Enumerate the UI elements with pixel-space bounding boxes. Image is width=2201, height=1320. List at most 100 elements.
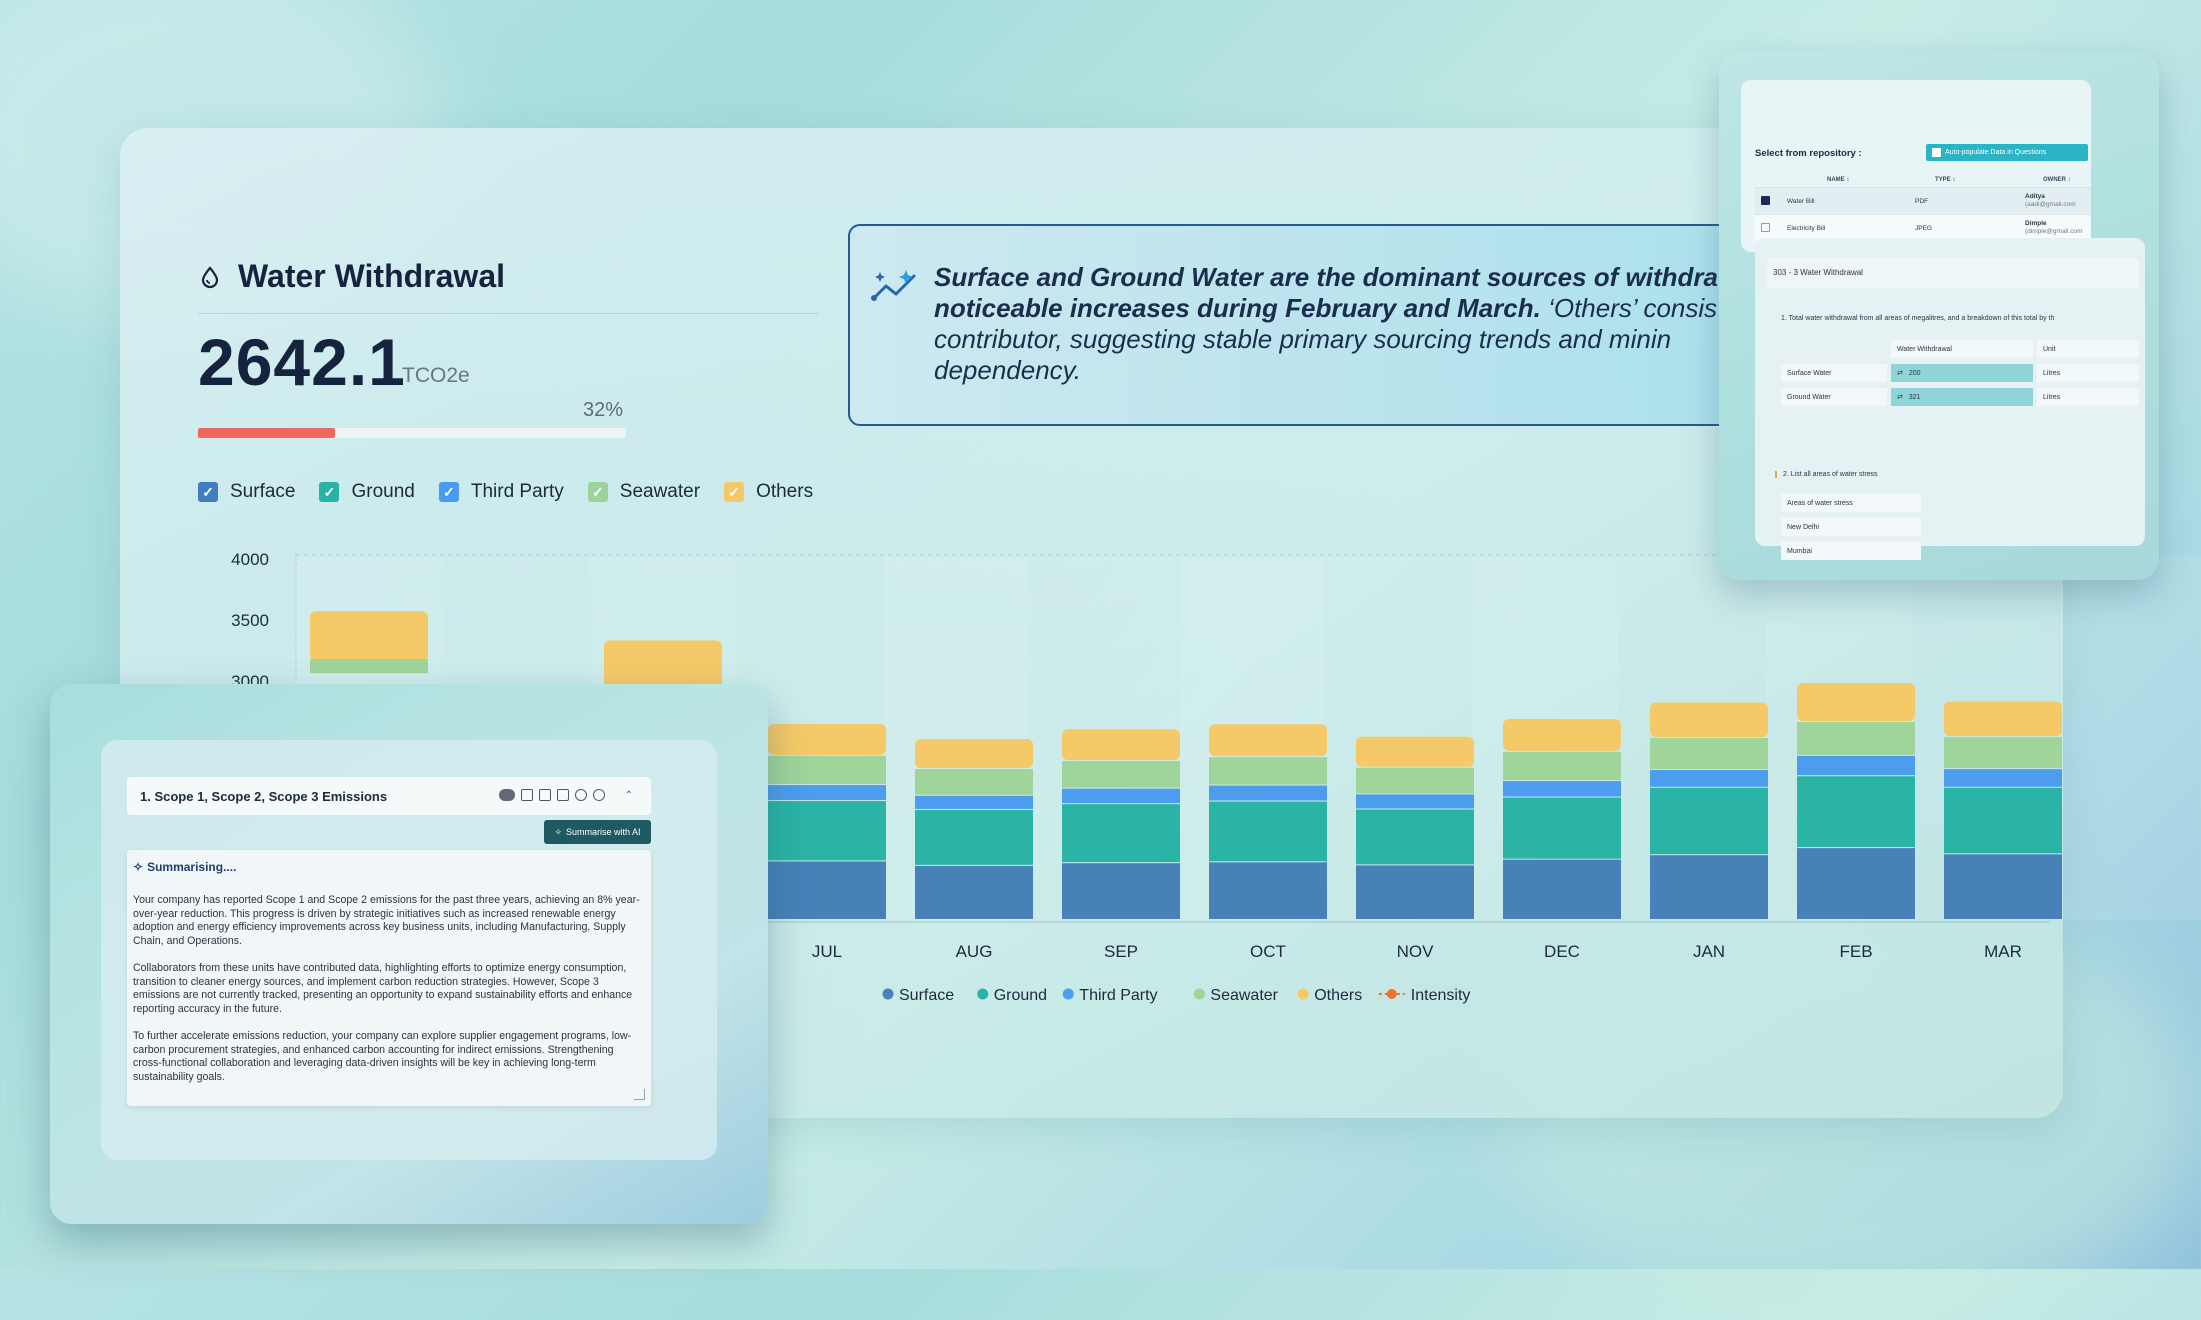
grid-unit[interactable]: Litres <box>2037 364 2139 382</box>
bar-segment-others <box>768 723 886 755</box>
summary-paragraph: Collaborators from these units have cont… <box>133 961 633 1015</box>
insight-line-4: dependency. <box>934 355 1081 385</box>
grid-header: Unit <box>2037 340 2139 358</box>
y-tick-label: 4000 <box>231 550 269 569</box>
panel-header: Water Withdrawal <box>198 258 505 295</box>
bar-segment-third-party <box>1650 770 1768 787</box>
table-row[interactable]: Water Bill PDF Aditya (aadi@gmail.com <box>1755 187 2091 214</box>
grid-unit[interactable]: Litres <box>2037 388 2139 406</box>
row-checkbox[interactable] <box>1761 222 1770 232</box>
row-checkbox[interactable] <box>1761 195 1770 205</box>
bar-segment-seawater <box>915 769 1033 795</box>
stress-item[interactable]: New Delhi <box>1781 518 1921 536</box>
edit-icon[interactable] <box>538 789 551 801</box>
bar-segment-others <box>1503 718 1621 751</box>
insight-line-2-rest: ‘Others’ consis <box>1540 293 1718 323</box>
bar-segment-seawater <box>1503 751 1621 781</box>
filter-ground[interactable]: ✓ Ground <box>319 481 415 503</box>
bar-segment-seawater <box>1209 757 1327 785</box>
bar-segment-others <box>1944 701 2062 737</box>
grid-value-input[interactable]: ⇄ 321 <box>1891 388 2033 406</box>
filter-seawater[interactable]: ✓ Seawater <box>587 481 701 503</box>
progress-percent: 32% <box>583 399 624 421</box>
bar-segment-ground <box>1944 787 2062 854</box>
comment-icon[interactable] <box>574 789 587 801</box>
repository-card: Select from repository : Auto-populate D… <box>1719 52 2159 580</box>
legend-label: Intensity <box>1411 987 1471 1004</box>
table-row[interactable]: Electricity Bill JPEG Dimple (dimple@gmai… <box>1755 214 2091 241</box>
bar-segment-third-party <box>1944 769 2062 787</box>
grid-icon[interactable] <box>556 789 569 801</box>
bar-segment-ground <box>1209 801 1327 862</box>
filter-third-party[interactable]: ✓ Third Party <box>438 481 564 503</box>
x-tick-label: AUG <box>956 942 993 961</box>
chevron-up-icon[interactable]: ⌃ <box>624 789 633 801</box>
bar-segment-surface <box>1209 862 1327 919</box>
filter-label: Others <box>756 481 814 502</box>
sparkle-icon: ✧ <box>554 826 562 837</box>
grid-value: 321 <box>1908 393 1921 401</box>
ai-insight-text: Surface and Ground Water are the dominan… <box>934 262 1750 386</box>
checkbox-icon[interactable]: ✓ <box>587 482 608 502</box>
legend-label: Seawater <box>1210 987 1278 1004</box>
bar-segment-ground <box>1062 804 1180 863</box>
total-value: 2642.1 <box>198 325 406 399</box>
checkbox-icon[interactable]: ✓ <box>319 482 340 502</box>
stress-item[interactable]: Mumbai <box>1781 542 1921 560</box>
bar-segment-others <box>1650 702 1768 738</box>
emissions-summary-card: 1. Scope 1, Scope 2, Scope 3 Emissions ⌃… <box>50 684 768 1224</box>
filter-label: Seawater <box>619 481 701 502</box>
summarise-with-ai-button[interactable]: ✧ Summarise with AI <box>544 820 651 844</box>
column-owner[interactable]: OWNER ↕ <box>2043 177 2071 183</box>
file-name: Water Bill <box>1787 197 1815 205</box>
question-toolbar: ⌃ <box>498 786 633 804</box>
table-header: NAME ↕ TYPE ↕ OWNER ↕ <box>1755 173 2091 187</box>
stress-list-header: Areas of water stress <box>1781 494 1921 512</box>
grid-row-label: Surface Water <box>1781 364 1887 382</box>
column-type[interactable]: TYPE ↕ <box>1935 177 1956 183</box>
x-tick-label: OCT <box>1250 942 1286 961</box>
bar-segment-seawater <box>1062 761 1180 788</box>
grid-header-row: Water Withdrawal Unit <box>1781 338 2139 360</box>
bar-segment-ground <box>1356 809 1474 865</box>
auto-populate-toggle[interactable]: Auto-populate Data in Questions <box>1926 144 2088 161</box>
bar-segment-seawater <box>1797 722 1915 755</box>
intensity-legend-marker <box>1386 989 1397 999</box>
filter-label: Ground <box>351 481 415 502</box>
column-name[interactable]: NAME ↕ <box>1827 177 1850 183</box>
filter-others[interactable]: ✓ Others <box>724 481 813 503</box>
legend-swatch <box>1062 988 1074 1000</box>
checkbox-icon[interactable]: ✓ <box>724 482 745 502</box>
attachment-icon[interactable] <box>590 786 608 804</box>
divider <box>198 313 818 314</box>
legend-swatch <box>977 988 989 1000</box>
plot-column-bg <box>2060 555 2201 920</box>
filter-surface[interactable]: ✓ Surface <box>198 481 295 503</box>
owner-name: Dimple <box>2025 220 2047 227</box>
grid-row-label: Ground Water <box>1781 388 1887 406</box>
progress-bar <box>198 428 626 438</box>
ai-insight-callout: Surface and Ground Water are the dominan… <box>848 224 1752 426</box>
form-question-2: 2. List all areas of water stress <box>1775 471 1878 478</box>
plot-column-bg <box>884 555 1030 920</box>
link-icon: ⇄ <box>1897 370 1903 377</box>
insight-line-3: contributor, suggesting stable primary s… <box>934 324 1672 354</box>
resize-handle-icon[interactable] <box>634 1089 645 1100</box>
withdrawal-grid: Water Withdrawal Unit Surface Water ⇄ 200… <box>1781 338 2139 410</box>
bar-segment-surface <box>1503 859 1621 919</box>
checkbox-icon[interactable]: ✓ <box>438 482 459 502</box>
question-header[interactable]: 1. Scope 1, Scope 2, Scope 3 Emissions ⌃ <box>127 777 651 815</box>
bar-segment-surface <box>1944 854 2062 919</box>
avatars-icon[interactable] <box>498 789 515 801</box>
checkbox-icon <box>1932 148 1941 157</box>
owner-email: (aadi@gmail.com <box>2025 201 2076 208</box>
bar-segment-others <box>1356 736 1474 767</box>
legend-swatch <box>882 988 894 1000</box>
water-withdrawal-form: 303 - 3 Water Withdrawal 1. Total water … <box>1755 238 2145 560</box>
grid-value-input[interactable]: ⇄ 200 <box>1891 364 2033 382</box>
summary-box: ✧ Summarising.... Your company has repor… <box>127 850 651 1106</box>
summary-body: Your company has reported Scope 1 and Sc… <box>133 894 643 1098</box>
checkbox-icon[interactable]: ✓ <box>198 482 218 502</box>
list-icon[interactable] <box>520 789 533 801</box>
